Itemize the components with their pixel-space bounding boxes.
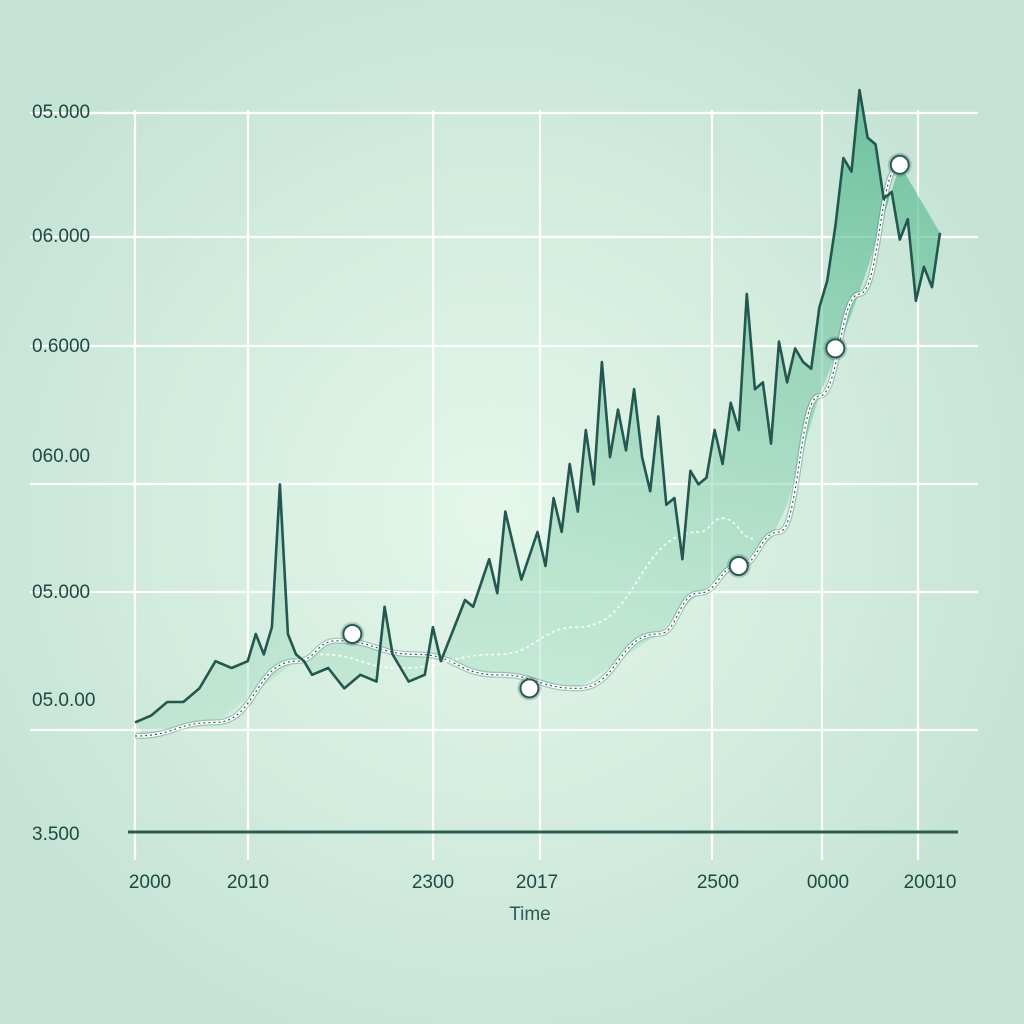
markers xyxy=(340,152,912,701)
x-tick-label: 2000 xyxy=(129,872,171,893)
area-fill-shape xyxy=(135,90,940,735)
data-marker xyxy=(342,624,363,644)
y-axis-ticks: 05.000 06.000 0.6000 060.00 05.000 05.0.00 3.5… xyxy=(32,102,95,845)
price-line xyxy=(134,88,942,724)
y-tick-label: 05.0.00 xyxy=(32,690,95,711)
x-tick-label: 2500 xyxy=(697,872,739,893)
y-tick-label: 3.500 xyxy=(32,824,80,845)
y-tick-label: 06.000 xyxy=(32,226,90,247)
data-marker xyxy=(825,338,846,359)
secondary-trend-line xyxy=(320,517,755,669)
x-axis-label: Time xyxy=(509,904,551,925)
x-tick-label: 2010 xyxy=(227,872,269,893)
data-marker xyxy=(889,154,910,175)
x-tick-label: 20010 xyxy=(904,872,957,893)
data-marker xyxy=(519,678,540,699)
data-marker xyxy=(728,556,749,576)
y-tick-label: 05.000 xyxy=(32,102,90,123)
x-tick-label: 0000 xyxy=(807,872,849,893)
area-fill xyxy=(135,90,940,735)
y-tick-label: 060.00 xyxy=(32,446,90,467)
y-tick-label: 05.000 xyxy=(32,582,90,603)
price-series xyxy=(134,88,942,724)
x-tick-label: 2017 xyxy=(516,872,558,893)
x-tick-label: 2300 xyxy=(412,872,454,893)
y-tick-label: 0.6000 xyxy=(32,336,90,357)
x-axis-ticks: 2000 2010 2300 2017 2500 0000 20010 xyxy=(129,872,957,893)
